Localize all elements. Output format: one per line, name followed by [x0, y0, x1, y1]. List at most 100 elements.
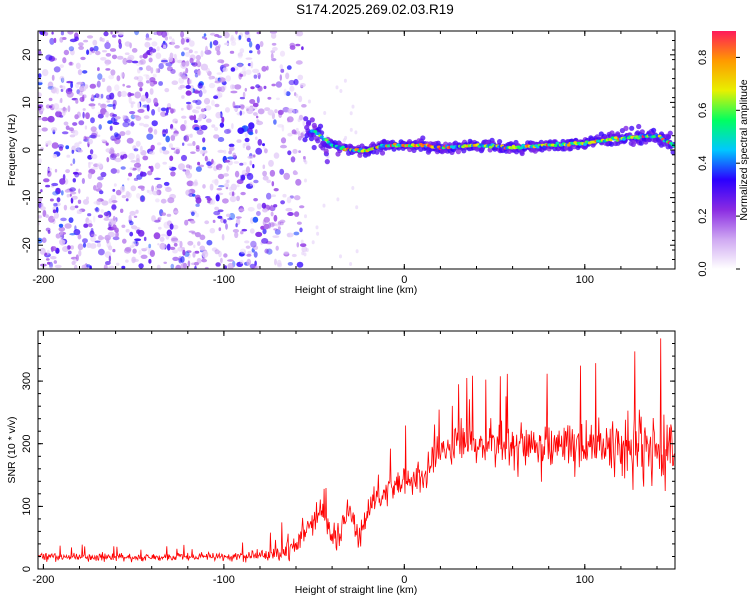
spectrogram-cell: [275, 245, 279, 251]
spectrogram-cell: [202, 89, 207, 94]
spectrogram-cell: [152, 73, 157, 78]
spectrogram-cell: [60, 217, 67, 222]
spectrogram-cell: [168, 143, 173, 149]
spectrogram-cell: [214, 206, 220, 211]
spectrogram-cell: [96, 242, 102, 248]
spectrogram-cell: [302, 130, 306, 135]
spectrogram-cell: [290, 156, 296, 163]
spectrogram-cell: [323, 148, 329, 154]
spectrogram-cell: [180, 262, 188, 269]
spectrogram-cell: [251, 106, 258, 110]
spectrogram-cell: [236, 179, 244, 185]
spectrogram-cell: [202, 146, 207, 151]
spectrogram-cell: [108, 255, 112, 263]
spectrogram-cell: [94, 207, 100, 213]
spectrogram-cell: [176, 59, 183, 64]
spectrogram-cell: [238, 208, 245, 212]
spectrogram-cell: [61, 76, 64, 83]
spectrogram-cell: [239, 248, 247, 254]
spectrogram-cell: [185, 67, 189, 74]
spectrogram-cell: [133, 177, 139, 181]
spectrogram-cell: [149, 77, 156, 83]
spectrogram-cell: [217, 149, 225, 153]
spectrogram-cell: [89, 47, 94, 52]
spectrogram-cell: [174, 45, 180, 49]
spectrogram-cell: [205, 118, 212, 123]
spectrogram-cell: [297, 74, 304, 81]
spectrogram-cell: [341, 145, 345, 149]
spectrogram-cell: [271, 83, 276, 87]
spectrogram-cell: [219, 122, 225, 128]
spectrogram-cell: [274, 258, 277, 266]
spectrogram-y-tick-label: 20: [21, 49, 33, 61]
spectrogram-cell: [280, 200, 285, 205]
spectrogram-cell: [259, 41, 264, 47]
spectrogram-cell: [336, 197, 340, 202]
spectrogram-y-tick-label: -20: [21, 237, 33, 253]
spectrogram-cell: [125, 198, 129, 202]
spectrogram-cell: [48, 105, 53, 109]
spectrogram-cell: [196, 257, 202, 264]
spectrogram-cell: [188, 49, 193, 54]
spectrogram-cell: [293, 231, 300, 236]
spectrogram-cell: [100, 93, 104, 99]
spectrogram-cell: [162, 133, 166, 137]
spectrogram-cell: [166, 229, 172, 237]
spectrogram-cell: [286, 116, 294, 123]
spectrogram-cell: [159, 216, 162, 220]
spectrogram-cell: [48, 97, 53, 102]
spectrogram-cell: [148, 127, 153, 133]
spectrogram-cell: [170, 134, 176, 141]
spectrogram-cell: [111, 54, 118, 60]
spectrogram-cell: [75, 147, 80, 151]
spectrogram-cell: [68, 127, 75, 132]
spectrogram-cell: [185, 172, 193, 179]
spectrogram-cell: [651, 127, 657, 133]
spectrogram-cell: [254, 129, 258, 134]
spectrogram-cell: [86, 242, 92, 248]
spectrogram-cell: [253, 179, 259, 184]
spectrogram-cell: [169, 246, 176, 250]
spectrogram-cell: [96, 80, 101, 88]
spectrogram-cell: [105, 53, 112, 57]
spectrogram-cell: [244, 240, 250, 244]
spectrogram-cell: [122, 83, 125, 87]
spectrogram-cell: [236, 184, 240, 188]
spectrogram-cell: [163, 261, 167, 264]
spectrogram-cell: [256, 119, 260, 123]
spectrogram-cell: [217, 215, 223, 219]
spectrogram-cell: [270, 50, 276, 54]
spectrogram-cell: [120, 90, 127, 97]
spectrogram-cell: [273, 214, 278, 222]
spectrogram-cell: [203, 33, 207, 37]
spectrogram-cell: [173, 210, 179, 214]
spectrogram-cell: [274, 229, 281, 235]
spectrogram-cell: [355, 205, 359, 210]
spectrogram-cell: [218, 92, 223, 98]
spectrogram-cell: [252, 164, 255, 169]
spectrogram-cell: [253, 198, 258, 202]
spectrogram-cell: [109, 48, 117, 52]
spectrogram-cell: [61, 131, 69, 135]
spectrogram-cell: [63, 121, 69, 126]
spectrogram-cell: [170, 147, 176, 150]
spectrogram-cell: [311, 144, 317, 151]
spectrogram-cell: [172, 224, 179, 230]
spectrogram-cell: [98, 124, 102, 130]
spectrogram-cell: [242, 66, 246, 73]
spectrogram-cell: [234, 84, 242, 90]
spectrogram-cell: [161, 212, 166, 216]
spectrogram-cell: [151, 185, 155, 192]
spectrogram-cell: [323, 111, 327, 115]
spectrogram-cell: [235, 216, 242, 219]
spectrogram-cell: [351, 186, 355, 190]
spectrogram-cell: [324, 138, 329, 142]
spectrogram-cell: [82, 199, 90, 205]
spectrogram-cell: [198, 164, 205, 168]
spectrogram-cell: [268, 159, 274, 167]
spectrogram-cell: [354, 130, 358, 135]
spectrogram-cell: [163, 181, 170, 186]
spectrogram-cell: [124, 41, 131, 47]
spectrogram-cell: [315, 138, 321, 144]
